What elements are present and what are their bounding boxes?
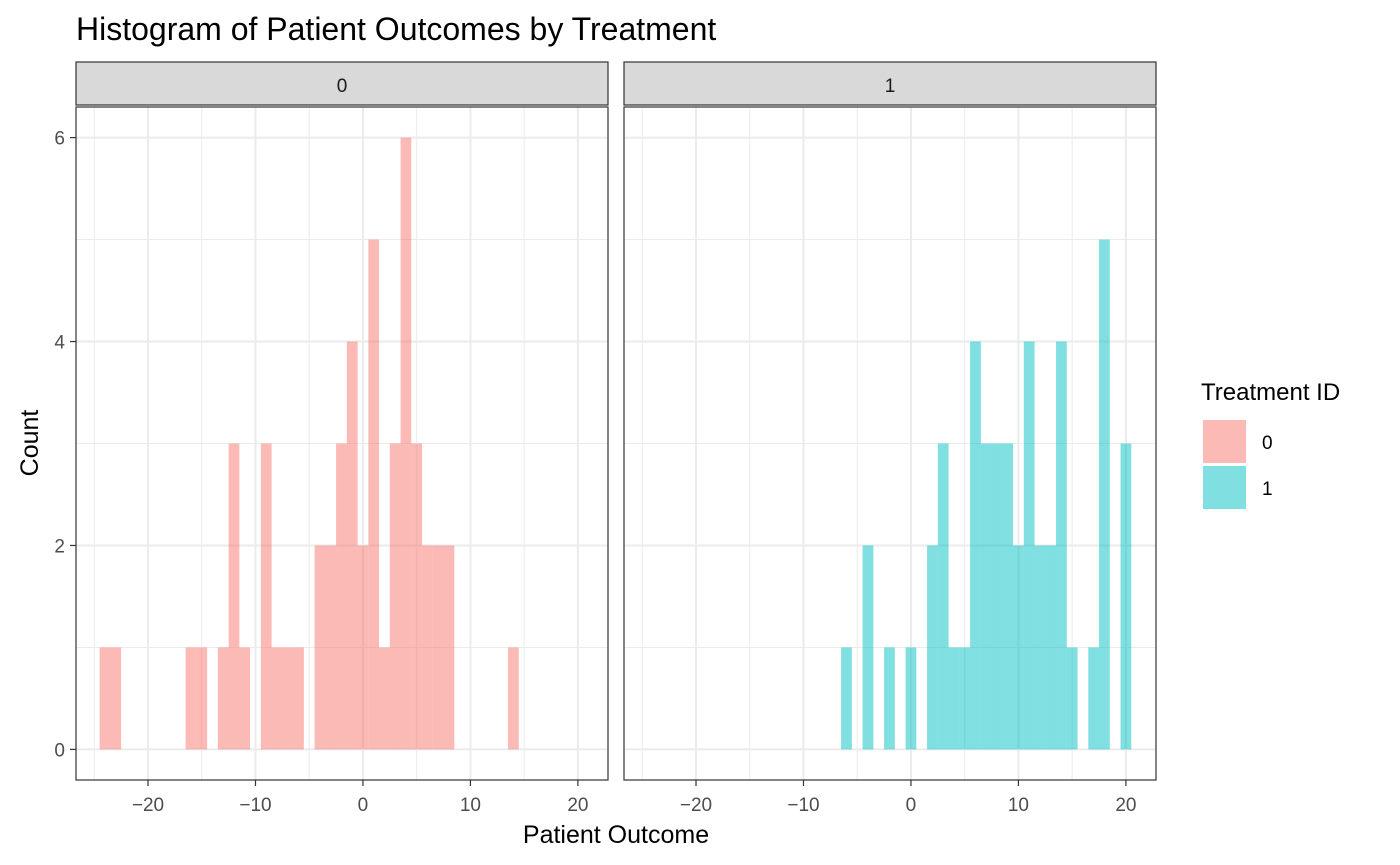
x-tick-label: 10 xyxy=(1008,795,1029,816)
panel-border xyxy=(75,106,609,781)
histogram-bar xyxy=(905,647,917,750)
histogram-bar xyxy=(980,443,992,750)
histogram-bar xyxy=(991,443,1003,750)
x-tick-label: 20 xyxy=(1115,795,1136,816)
histogram-bar xyxy=(1023,341,1035,750)
histogram-bar xyxy=(217,647,229,750)
legend-title: Treatment ID xyxy=(1201,379,1340,406)
histogram-bar xyxy=(239,647,251,750)
y-tick-label: 6 xyxy=(54,129,65,150)
panel-border xyxy=(623,106,1157,781)
histogram-bar xyxy=(282,647,294,750)
legend-label: 1 xyxy=(1262,479,1273,500)
facet-panels: 0 −20 −10 0 10 20 1 −20 −10 0 10 20 xyxy=(75,61,1157,816)
histogram-bar xyxy=(1045,545,1057,750)
histogram-bar xyxy=(1099,239,1110,750)
histogram-bar xyxy=(99,647,111,750)
histogram-bar xyxy=(196,647,208,750)
legend: Treatment ID 0 1 xyxy=(1201,379,1340,509)
histogram-bar xyxy=(948,647,960,750)
histogram-bar xyxy=(411,443,423,750)
x-tick-label: 0 xyxy=(358,795,369,816)
histogram-bar xyxy=(1013,545,1024,750)
histogram-bar xyxy=(110,647,122,750)
y-axis-label: Count xyxy=(16,410,44,477)
histogram-bar xyxy=(937,443,949,750)
histogram-bar xyxy=(443,545,455,750)
histogram-bar xyxy=(970,341,981,750)
histogram-bar xyxy=(185,647,197,750)
histogram-bar xyxy=(841,647,852,750)
legend-swatch xyxy=(1203,420,1246,463)
y-tick-label: 0 xyxy=(54,740,65,761)
histogram-bar xyxy=(508,647,519,750)
x-tick-label: 0 xyxy=(906,795,917,816)
x-tick-label: −20 xyxy=(680,795,712,816)
histogram-bar xyxy=(260,443,272,750)
x-tick-label: 20 xyxy=(567,795,588,816)
histogram-bar xyxy=(357,545,369,750)
y-tick-label: 2 xyxy=(54,536,65,557)
histogram-bar xyxy=(927,545,938,750)
histogram-bar xyxy=(379,647,390,750)
histogram-bar xyxy=(1066,647,1078,750)
facet-strip xyxy=(623,61,1157,106)
histogram-bar xyxy=(389,443,401,750)
histogram-bar xyxy=(862,545,874,750)
histogram-bar xyxy=(228,443,240,750)
histogram-bar xyxy=(325,545,337,750)
histogram-bar xyxy=(346,341,358,750)
histogram-bar xyxy=(432,545,444,750)
legend-swatch xyxy=(1203,466,1246,509)
x-tick-label: −20 xyxy=(132,795,164,816)
histogram-bar xyxy=(314,545,326,750)
histogram-bar xyxy=(368,239,380,750)
histogram-bar xyxy=(1034,545,1046,750)
chart-title: Histogram of Patient Outcomes by Treatme… xyxy=(76,11,716,47)
histogram-bar xyxy=(1002,443,1014,750)
histogram-bar xyxy=(271,647,283,750)
histogram-bar xyxy=(293,647,304,750)
x-axis-label: Patient Outcome xyxy=(523,821,709,849)
legend-label: 0 xyxy=(1262,433,1273,454)
facet-strip-label: 1 xyxy=(885,76,896,97)
histogram-bar xyxy=(1120,443,1132,750)
y-axis: 0 2 4 6 xyxy=(54,129,76,761)
histogram-bar xyxy=(400,137,412,750)
histogram-bar xyxy=(336,443,347,750)
x-tick-label: −10 xyxy=(239,795,271,816)
x-tick-label: −10 xyxy=(787,795,819,816)
histogram-bar xyxy=(1088,647,1100,750)
histogram-bar xyxy=(422,545,433,750)
x-tick-label: 10 xyxy=(460,795,481,816)
histogram-bar xyxy=(1056,341,1067,750)
histogram-bar xyxy=(959,647,971,750)
y-tick-label: 4 xyxy=(54,333,65,354)
histogram-bar xyxy=(884,647,895,750)
facet-strip-label: 0 xyxy=(337,76,348,97)
facet-strip xyxy=(75,61,609,106)
panel-1: 1 −20 −10 0 10 20 xyxy=(623,61,1157,816)
panel-0: 0 −20 −10 0 10 20 xyxy=(75,61,609,816)
